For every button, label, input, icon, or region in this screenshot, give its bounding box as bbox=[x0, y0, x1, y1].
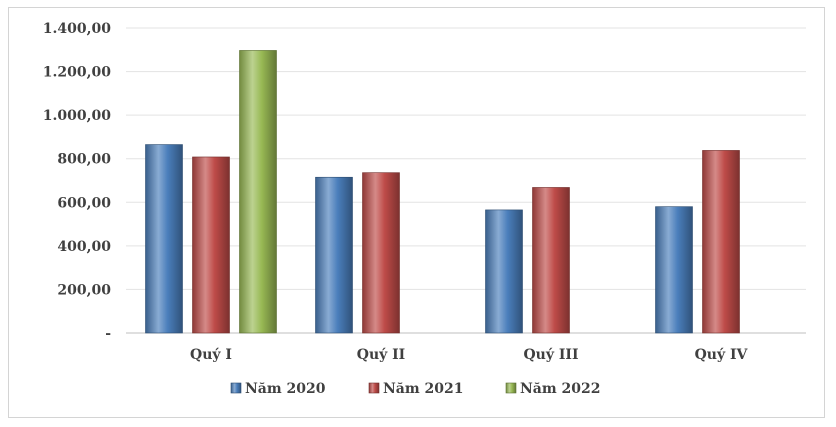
y-tick-label: 1.400,00 bbox=[43, 21, 111, 37]
legend-label: Năm 2020 bbox=[245, 381, 326, 397]
y-tick-label: 800,00 bbox=[57, 152, 111, 168]
y-tick-label: 1.200,00 bbox=[43, 65, 111, 81]
y-tick-label: 400,00 bbox=[57, 239, 111, 255]
legend-item: Năm 2021 bbox=[368, 381, 464, 397]
legend-swatch bbox=[230, 382, 242, 394]
bar bbox=[362, 172, 400, 334]
bar bbox=[239, 50, 277, 334]
bar bbox=[702, 150, 740, 334]
bars bbox=[145, 50, 740, 334]
x-tick-label: Quý I bbox=[190, 346, 232, 363]
legend-label: Năm 2021 bbox=[383, 381, 464, 397]
legend-item: Năm 2020 bbox=[230, 381, 326, 397]
bar bbox=[315, 176, 353, 334]
legend-label: Năm 2022 bbox=[520, 381, 601, 397]
legend-swatch bbox=[505, 382, 517, 394]
y-tick-label: 1.000,00 bbox=[43, 108, 111, 124]
x-tick-label: Quý III bbox=[523, 346, 578, 363]
bar bbox=[192, 156, 230, 334]
bar bbox=[145, 144, 183, 334]
legend-swatch bbox=[368, 382, 380, 394]
x-axis: Quý I Quý II Quý III Quý IV bbox=[190, 346, 749, 363]
legend: Năm 2020 Năm 2021 Năm 2022 bbox=[230, 381, 601, 397]
y-tick-label: - bbox=[105, 326, 111, 342]
bar bbox=[485, 209, 523, 334]
legend-item: Năm 2022 bbox=[505, 381, 601, 397]
y-axis-ticks: - 200,00 400,00 600,00 800,00 1.000,00 1.200,0… bbox=[43, 21, 111, 342]
x-tick-label: Quý IV bbox=[695, 346, 749, 363]
y-tick-label: 200,00 bbox=[57, 282, 111, 298]
bar bbox=[655, 206, 693, 334]
x-tick-label: Quý II bbox=[357, 346, 405, 363]
y-tick-label: 600,00 bbox=[57, 195, 111, 211]
bar bbox=[532, 187, 570, 334]
